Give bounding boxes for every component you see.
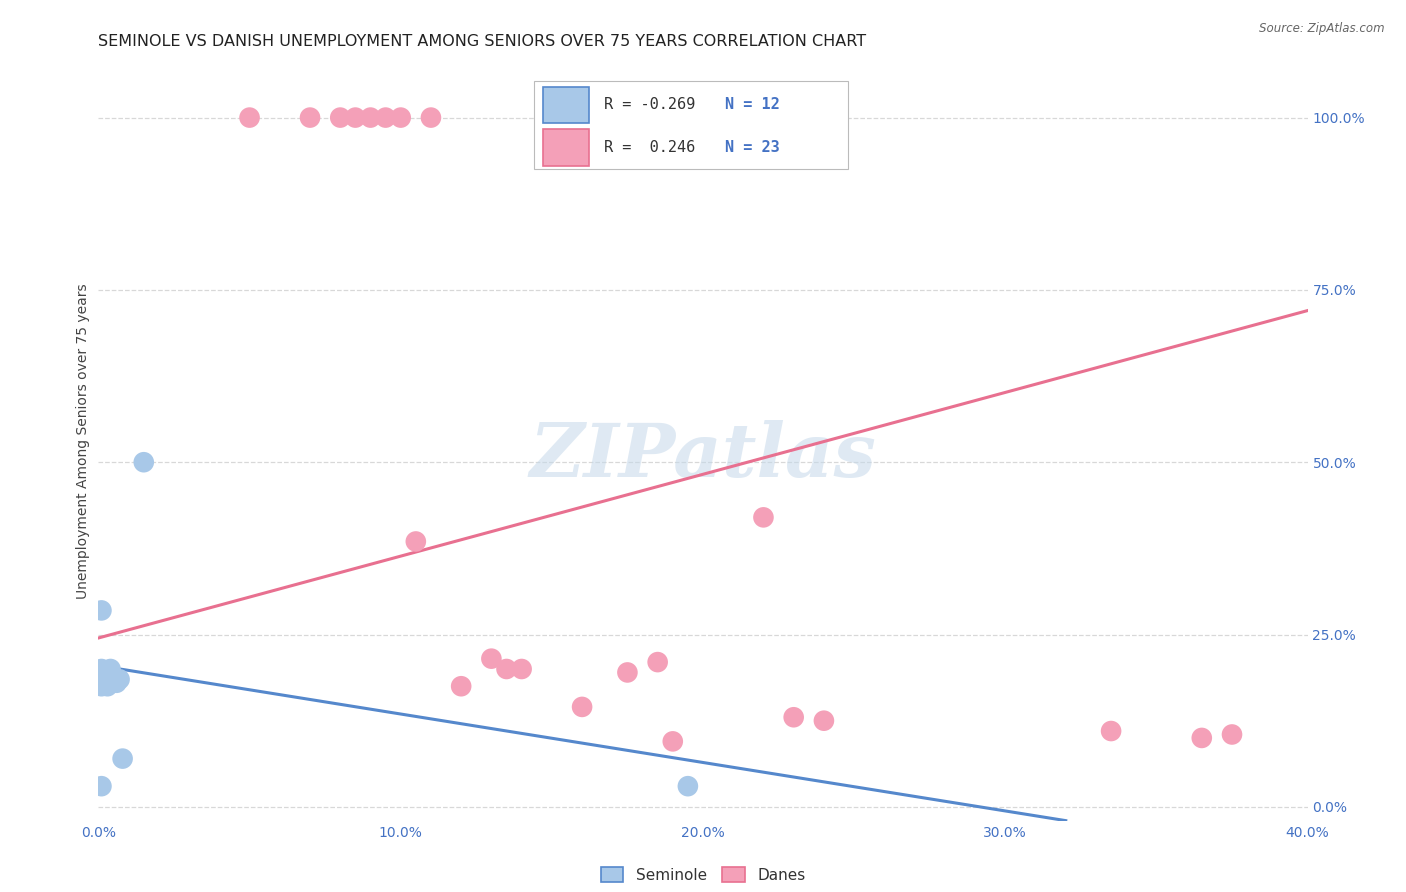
Point <box>96 669 118 683</box>
Point <box>783 710 806 724</box>
Text: R =  0.246: R = 0.246 <box>603 140 695 155</box>
FancyBboxPatch shape <box>543 129 589 166</box>
Y-axis label: Unemployment Among Seniors over 75 years: Unemployment Among Seniors over 75 years <box>76 284 90 599</box>
Point <box>344 111 367 125</box>
Text: N = 23: N = 23 <box>724 140 779 155</box>
Point <box>1220 727 1243 741</box>
Point <box>299 111 322 125</box>
Point <box>329 111 352 125</box>
Point <box>405 534 427 549</box>
Text: SEMINOLE VS DANISH UNEMPLOYMENT AMONG SENIORS OVER 75 YEARS CORRELATION CHART: SEMINOLE VS DANISH UNEMPLOYMENT AMONG SE… <box>98 34 866 49</box>
Point <box>813 714 835 728</box>
FancyBboxPatch shape <box>543 87 589 123</box>
Point <box>96 673 118 687</box>
Point <box>420 111 443 125</box>
Point <box>752 510 775 524</box>
Point <box>239 111 262 125</box>
Point <box>90 665 112 680</box>
Text: ZIPatlas: ZIPatlas <box>530 420 876 493</box>
Point <box>90 679 112 693</box>
Point <box>360 111 382 125</box>
Point <box>374 111 396 125</box>
Point <box>1191 731 1213 745</box>
Point <box>1099 724 1122 739</box>
Point <box>676 779 699 793</box>
Point <box>571 699 593 714</box>
Point <box>111 751 134 765</box>
Point <box>647 655 669 669</box>
Text: N = 12: N = 12 <box>724 97 779 112</box>
Point <box>100 662 122 676</box>
Legend: Seminole, Danes: Seminole, Danes <box>595 861 811 888</box>
Point <box>450 679 472 693</box>
Point <box>90 779 112 793</box>
Point <box>495 662 517 676</box>
Point <box>389 111 412 125</box>
Text: R = -0.269: R = -0.269 <box>603 97 695 112</box>
Point <box>616 665 638 680</box>
Point <box>90 603 112 617</box>
FancyBboxPatch shape <box>534 81 848 169</box>
Point <box>96 679 118 693</box>
Point <box>132 455 155 469</box>
Point <box>661 734 683 748</box>
Text: Source: ZipAtlas.com: Source: ZipAtlas.com <box>1260 22 1385 36</box>
Point <box>90 662 112 676</box>
Point <box>105 675 128 690</box>
Point <box>510 662 533 676</box>
Point <box>481 651 503 665</box>
Point <box>108 673 131 687</box>
